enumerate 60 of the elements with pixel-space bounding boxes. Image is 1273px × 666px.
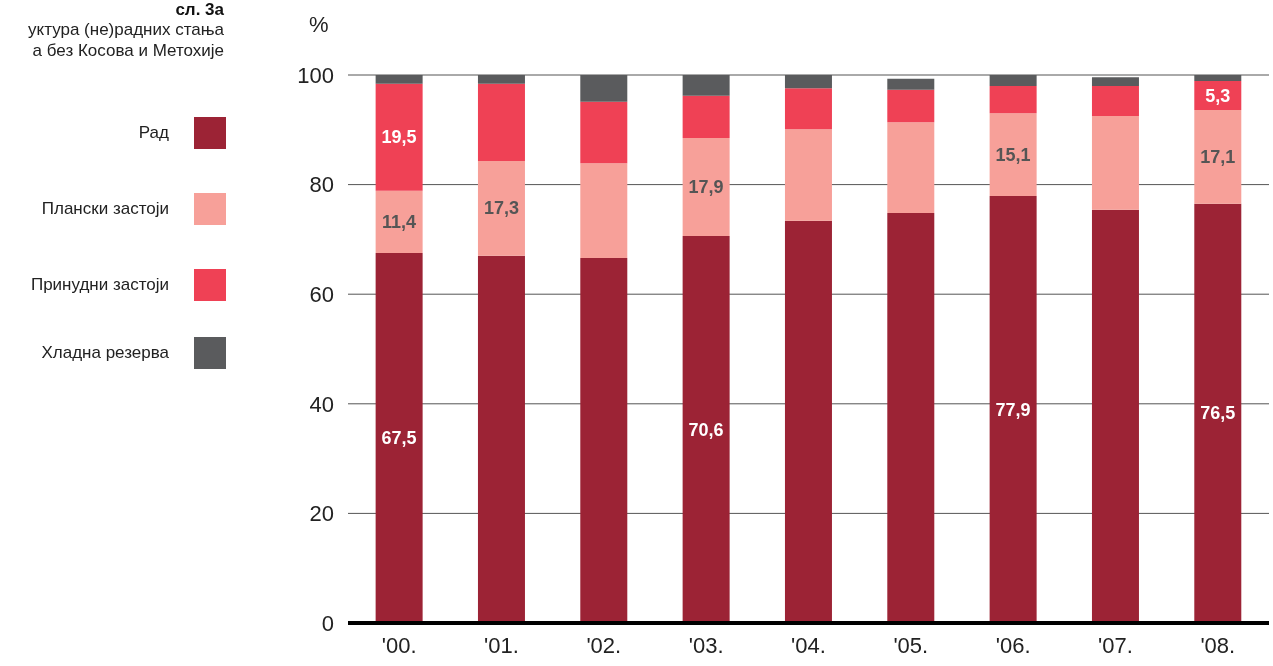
y-tick-label: 80	[309, 172, 334, 198]
data-label: 15,1	[995, 144, 1031, 165]
data-label: 5,3	[1205, 85, 1231, 106]
y-axis-title: %	[309, 12, 329, 38]
legend-label: Рад	[138, 123, 169, 143]
bar	[580, 101, 628, 164]
y-tick-label: 60	[309, 282, 334, 308]
data-label: 70,6	[688, 419, 724, 440]
bar	[375, 83, 423, 191]
bar	[1194, 203, 1242, 623]
data-label: 19,5	[381, 127, 417, 148]
x-tick-label: '00.	[381, 632, 417, 658]
bar	[477, 83, 525, 162]
bar	[887, 78, 935, 90]
x-tick-label: '02.	[586, 632, 622, 658]
bar	[1091, 85, 1139, 117]
x-tick-label: '05.	[893, 632, 929, 658]
y-tick-label: 0	[321, 610, 334, 636]
y-tick-label: 20	[309, 501, 334, 527]
bar	[887, 122, 935, 214]
bar	[580, 163, 628, 259]
bar	[682, 138, 730, 237]
data-label: 17,3	[483, 198, 519, 219]
data-label: 17,1	[1200, 146, 1236, 167]
x-tick-label: '06.	[995, 632, 1031, 658]
bar	[989, 196, 1037, 623]
bar	[375, 253, 423, 623]
bar	[784, 220, 832, 623]
y-tick-label: 40	[309, 391, 334, 417]
bar	[989, 85, 1037, 114]
bar	[375, 190, 423, 254]
bar	[682, 95, 730, 139]
text: уктура (не)радних стања а без Косова и Метохије	[28, 20, 224, 61]
legend-label: Принудни застоји	[30, 275, 169, 295]
data-label: 67,5	[381, 428, 417, 449]
y-tick-label: 100	[297, 62, 334, 88]
x-tick-label: '03.	[688, 632, 724, 658]
bar	[1091, 209, 1139, 623]
bar	[580, 258, 628, 623]
bar	[989, 113, 1037, 197]
bar	[1194, 110, 1242, 204]
bar	[477, 161, 525, 256]
x-tick-label: '08.	[1200, 632, 1236, 658]
bar	[784, 88, 832, 130]
legend-label: Хладна резерва	[41, 343, 169, 363]
x-tick-label: '01.	[484, 632, 519, 658]
data-label: 17,9	[688, 177, 724, 198]
bar	[477, 255, 525, 623]
bar	[682, 236, 730, 623]
bar	[887, 89, 935, 123]
x-tick-label: '07.	[1098, 632, 1133, 658]
text: сл. 3а	[175, 0, 224, 20]
legend-label: Плански застоји	[41, 199, 169, 219]
bar	[1091, 116, 1139, 210]
data-label: 76,5	[1200, 403, 1236, 424]
data-label: 77,9	[995, 399, 1031, 420]
x-tick-label: '04.	[791, 632, 826, 658]
data-label: 11,4	[382, 211, 417, 232]
bar	[887, 213, 935, 623]
bar	[784, 129, 832, 221]
